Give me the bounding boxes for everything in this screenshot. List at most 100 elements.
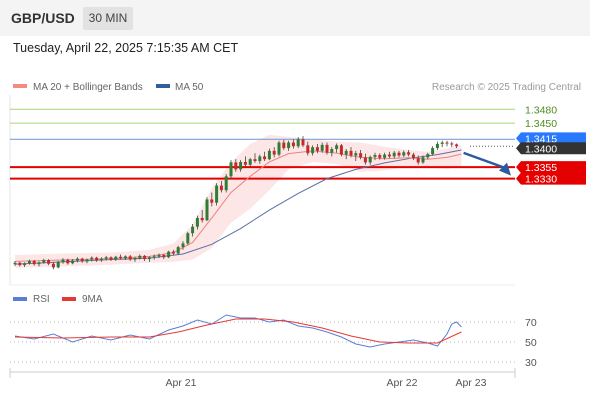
timeframe-button[interactable]: 30 MIN [83,7,133,30]
candle-body [181,243,185,248]
candle-body [435,143,439,149]
candle-body [378,155,382,158]
candle-body [195,217,199,227]
candle-body [66,259,70,264]
rsi-tick-label: 70 [525,317,537,329]
candle-body [416,158,420,163]
candle-body [344,150,348,155]
candle-body [229,162,233,177]
candle-body [431,148,435,155]
rsi-tick-label: 30 [525,357,537,369]
candle-body [215,185,219,203]
candle-body [128,256,132,260]
candle-body [75,258,79,261]
candle-body [263,156,267,160]
candle-body [455,144,459,147]
pivot-price-tag [516,132,586,145]
rsi-tick-label: 50 [525,337,537,349]
candle-body [335,145,339,150]
chart-header: GBP/USD 30 MIN [0,0,590,36]
timestamp: Tuesday, April 22, 2025 7:15:35 AM CET [13,41,239,55]
candle-body [306,145,310,154]
candle-body [253,159,257,162]
candle-body [200,217,204,221]
candle-body [109,257,113,260]
candle-body [143,255,147,260]
support-price-label: 1.3355 [525,162,557,174]
candle-body [186,233,190,244]
last-price-tag [516,142,586,155]
x-tick-label: Apr 22 [387,377,418,389]
candle-body [42,260,46,263]
candle-body [359,153,363,158]
candle-body [267,150,271,160]
candle-body [383,154,387,158]
candle-body [354,153,358,156]
candle-body [167,251,171,258]
candle-body [421,157,425,163]
candle-body [56,261,60,268]
candle-body [191,226,195,234]
candle-body [258,156,262,162]
candle-body [368,156,372,163]
legend-9ma-swatch [62,297,76,301]
candle-body [47,260,51,264]
candle-body [99,258,103,261]
candle-body [450,143,454,145]
candle-body [291,142,295,147]
candle-body [147,257,151,260]
resistance-price-label: 1.3450 [525,118,557,130]
candle-body [138,255,142,259]
candle-body [296,139,300,147]
candle-body [325,144,329,153]
candle-body [320,144,324,151]
candle-body [363,157,367,163]
support-price-label: 1.3330 [525,174,557,186]
candle-body [339,145,343,155]
candle-body [171,251,175,254]
candle-body [85,259,89,262]
candle-body [51,263,55,268]
candle-body [95,257,99,261]
candle-body [392,152,396,157]
candle-body [272,150,276,155]
x-tick-label: Apr 21 [166,377,197,389]
candle-body [133,258,137,260]
research-credit: Research © 2025 Trading Central [432,82,581,93]
legend-ma50-swatch [156,84,170,88]
candle-body [248,159,252,165]
candle-body [234,162,238,170]
candle-body [224,176,228,191]
candle-body [23,263,27,266]
candle-body [123,256,127,259]
candle-body [37,262,41,265]
candle-body [373,155,377,157]
support-price-tag [516,161,586,174]
candle-body [61,259,65,262]
legend-ma50-label: MA 50 [175,82,204,93]
candle-body [205,199,209,221]
legend-rsi-swatch [13,297,27,301]
candle-body [315,147,319,151]
candle-body [311,147,315,154]
candle-body [176,247,180,254]
candle-body [90,257,94,260]
candle-body [152,256,156,258]
legend-ma20-label: MA 20 + Bollinger Bands [33,82,143,93]
support-price-tag [516,172,586,185]
candle-body [162,254,166,258]
candle-body [349,150,353,156]
candle-body [287,142,291,149]
forecast-arrow-shaft [463,151,508,170]
candle-body [282,142,286,149]
x-tick-label: Apr 23 [456,377,487,389]
candle-body [13,262,17,265]
candle-body [445,142,449,144]
currency-pair-title: GBP/USD [11,10,75,26]
candle-body [210,199,214,203]
candle-body [301,139,305,146]
candle-body [277,142,281,155]
candle-body [402,152,406,156]
candle-body [330,149,334,153]
